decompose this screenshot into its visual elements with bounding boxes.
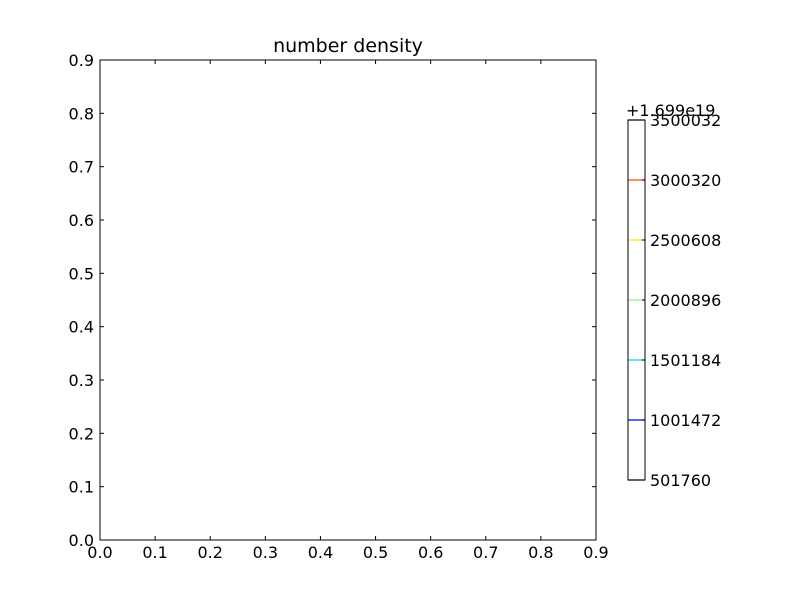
x-tick-label: 0.4 <box>308 543 333 562</box>
y-tick-label: 0.7 <box>69 158 94 177</box>
x-tick-label: 0.2 <box>197 543 222 562</box>
plot-frame <box>99 59 597 541</box>
y-tick-label: 0.1 <box>69 478 94 497</box>
colorbar-tick-label: 1501184 <box>650 351 721 370</box>
y-tick-label: 0.4 <box>69 318 94 337</box>
plot-area <box>99 59 597 541</box>
x-tick-label: 0.3 <box>253 543 278 562</box>
y-tick-label: 0.3 <box>69 371 94 390</box>
colorbar-tick-label: 2000896 <box>650 291 721 310</box>
colorbar-frame <box>627 119 646 481</box>
chart-title: number density <box>273 35 423 57</box>
y-tick-label: 0.2 <box>69 424 94 443</box>
colorbar-tick-label: 3500032 <box>650 111 721 130</box>
x-tick-label: 0.1 <box>142 543 167 562</box>
x-tick-label: 0.5 <box>363 543 388 562</box>
x-tick-label: 0.6 <box>418 543 443 562</box>
y-axis: 0.0 0.1 0.2 0.3 0.4 0.5 0.6 0.7 0.8 0.9 <box>69 51 596 550</box>
y-tick-label: 0.6 <box>69 211 94 230</box>
colorbar-tick-label: 1001472 <box>650 411 721 430</box>
y-tick-label: 0.9 <box>69 51 94 70</box>
x-tick-label: 0.0 <box>87 543 112 562</box>
colorbar-tick-label: 3000320 <box>650 171 721 190</box>
y-tick-label: 0.8 <box>69 104 94 123</box>
colorbar-levels: 501760 1001472 1501184 2000896 2500608 300032… <box>628 111 721 490</box>
x-tick-label: 0.9 <box>583 543 608 562</box>
colorbar-offset-label: +1.699e19 <box>626 101 715 120</box>
x-tick-label: 0.8 <box>528 543 553 562</box>
colorbar-tick-label: 501760 <box>650 471 711 490</box>
y-tick-label: 0.0 <box>69 531 94 550</box>
colorbar: +1.699e19 501760 1001472 1501184 2000896 250… <box>626 101 721 490</box>
y-tick-label: 0.5 <box>69 264 94 283</box>
x-tick-label: 0.7 <box>473 543 498 562</box>
x-axis: 0.0 0.1 0.2 0.3 0.4 0.5 0.6 0.7 0.8 0.9 <box>87 60 609 562</box>
colorbar-tick-label: 2500608 <box>650 231 721 250</box>
